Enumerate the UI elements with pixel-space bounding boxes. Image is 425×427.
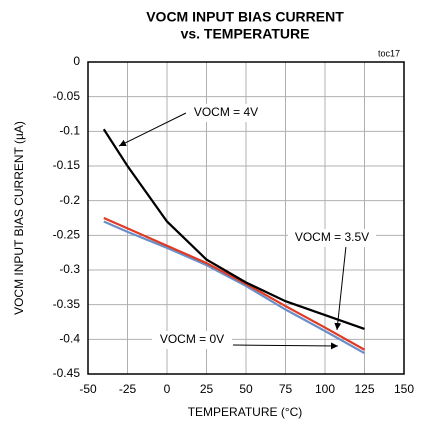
x-tick-label: 150: [394, 382, 414, 396]
annotation-arrow: [232, 342, 339, 350]
chart-title: VOCM INPUT BIAS CURRENT: [146, 9, 344, 25]
plot-frame: [87, 61, 405, 375]
x-tick-label: 0: [164, 382, 171, 396]
x-tick-label: 100: [315, 382, 335, 396]
annotation-box: [186, 104, 266, 122]
data-line: [103, 216, 366, 351]
figure-code: toc17: [378, 48, 400, 58]
series-annotation: VOCM = 0V: [160, 332, 224, 346]
annotation-box: [288, 229, 376, 247]
annotation-arrow: [334, 245, 347, 331]
x-tick-label: 75: [279, 382, 293, 396]
data-line: [103, 220, 366, 355]
x-tick-label: 50: [239, 382, 253, 396]
series-annotation: VOCM = 4V: [194, 105, 258, 119]
chart-subtitle: vs. TEMPERATURE: [181, 26, 310, 42]
y-tick-label: -0.05: [53, 89, 81, 103]
x-tick-label: 125: [354, 382, 374, 396]
annotation-arrow: [118, 112, 187, 147]
y-tick-label: -0.4: [59, 332, 80, 346]
y-tick-label: -0.35: [53, 297, 81, 311]
y-tick-label: -0.1: [59, 124, 80, 138]
y-tick-label: -0.45: [53, 366, 81, 380]
y-tick-label: 0: [73, 54, 80, 68]
y-tick-label: -0.3: [59, 262, 80, 276]
series-annotation: VOCM = 3.5V: [295, 230, 369, 244]
annotation-box: [152, 331, 232, 349]
data-line: [102, 128, 365, 330]
y-tick-label: -0.25: [53, 228, 81, 242]
x-axis-label: TEMPERATURE (°C): [188, 405, 303, 419]
y-tick-label: -0.15: [53, 158, 81, 172]
x-tick-label: 25: [200, 382, 214, 396]
x-tick-label: -25: [119, 382, 137, 396]
y-tick-label: -0.2: [59, 193, 80, 207]
x-tick-label: -50: [79, 382, 97, 396]
y-axis-label: VOCM INPUT BIAS CURRENT (µA): [12, 121, 26, 315]
